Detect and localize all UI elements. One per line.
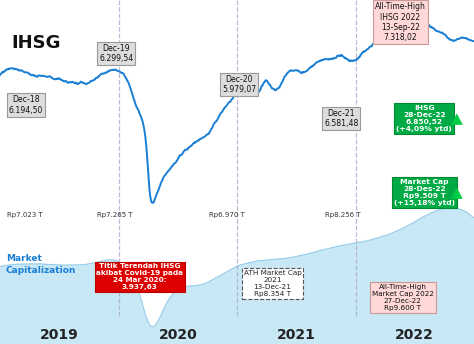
Text: Dec-19
6.299,54: Dec-19 6.299,54 [99,44,133,63]
Text: All-Time-High
Market Cap 2022
27-Dec-22
Rp9.600 T: All-Time-High Market Cap 2022 27-Dec-22 … [372,284,434,311]
Text: All-Time-High
IHSG 2022
13-Sep-22
7.318,02: All-Time-High IHSG 2022 13-Sep-22 7.318,… [375,2,426,42]
Text: Dec-21
6.581,48: Dec-21 6.581,48 [324,109,358,128]
Text: Titik Terendah IHSG
akibat Covid-19 pada
24 Mar 2020:
3.937,63: Titik Terendah IHSG akibat Covid-19 pada… [96,264,183,290]
Text: ▲: ▲ [451,111,462,126]
Text: 2020: 2020 [158,329,197,342]
Text: IHSG
28-Dec-22
6.850,52
(+4,09% ytd): IHSG 28-Dec-22 6.850,52 (+4,09% ytd) [396,105,452,132]
Text: ▲: ▲ [451,185,462,200]
Text: Market Cap
28-Des-22
Rp9.509 T
(+15,18% ytd): Market Cap 28-Des-22 Rp9.509 T (+15,18% … [394,179,455,206]
Text: Market
Capitalization: Market Capitalization [6,255,76,275]
Text: Dec-18
6.194,50: Dec-18 6.194,50 [9,95,43,115]
Text: Rp7.023 T: Rp7.023 T [7,212,43,218]
Text: IHSG: IHSG [12,34,61,52]
Text: Rp6.970 T: Rp6.970 T [209,212,245,218]
Text: 2022: 2022 [395,329,434,342]
Text: 2021: 2021 [277,329,316,342]
Text: Rp7.265 T: Rp7.265 T [97,212,133,218]
Text: Dec-20
5.979,07: Dec-20 5.979,07 [222,75,256,94]
Text: 2019: 2019 [40,329,79,342]
Text: Rp8.256 T: Rp8.256 T [325,212,360,218]
Text: ATH Market Cap
2021
13-Dec-21
Rp8.354 T: ATH Market Cap 2021 13-Dec-21 Rp8.354 T [244,270,301,297]
